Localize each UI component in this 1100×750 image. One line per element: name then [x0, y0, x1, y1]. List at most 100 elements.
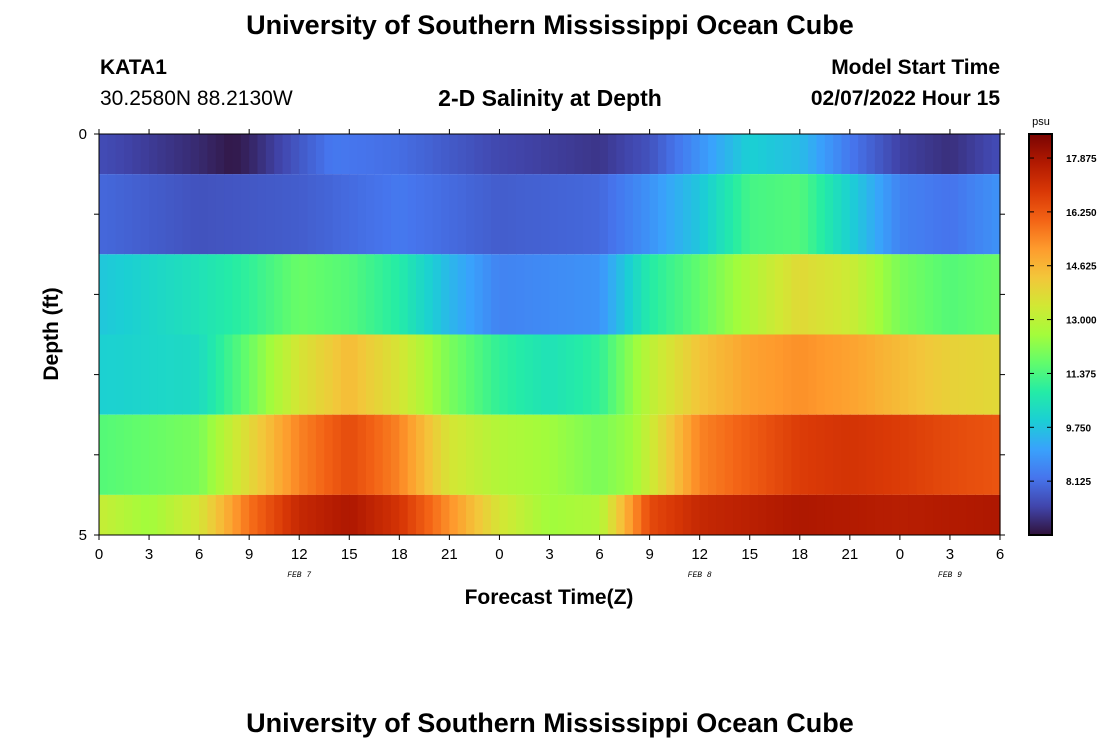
heatmap-cell [365, 134, 375, 175]
heatmap-cell [833, 494, 843, 535]
heatmap-cell [199, 494, 209, 535]
heatmap-cell [766, 134, 776, 175]
heatmap-cell [791, 254, 801, 335]
heatmap-cell [699, 254, 709, 335]
heatmap-cell [349, 414, 359, 495]
heatmap-cell [874, 494, 884, 535]
heatmap-cell [290, 494, 300, 535]
heatmap-cell [232, 134, 242, 175]
heatmap-cell [340, 414, 350, 495]
heatmap-cell [449, 494, 459, 535]
heatmap-cell [557, 134, 567, 175]
heatmap-cell [749, 414, 759, 495]
heatmap-cell [741, 414, 751, 495]
heatmap-cell [682, 414, 692, 495]
heatmap-cell [524, 494, 534, 535]
heatmap-cell [541, 254, 551, 335]
heatmap-cell [758, 254, 767, 335]
heatmap-cell [541, 494, 551, 535]
heatmap-cell [716, 494, 726, 535]
heatmap-cell [816, 334, 826, 415]
date-label: FEB 7 [287, 571, 311, 580]
heatmap-cell [449, 254, 459, 335]
heatmap-cell [290, 254, 300, 335]
heatmap-cell [641, 174, 651, 255]
heatmap-cell [741, 494, 751, 535]
heatmap-cell [390, 494, 400, 535]
heatmap-cell [382, 174, 392, 255]
heatmap-cell [307, 134, 317, 175]
heatmap-cell [833, 334, 843, 415]
heatmap-cell [908, 334, 918, 415]
heatmap-cell [983, 254, 993, 335]
heatmap-cell [624, 414, 634, 495]
heatmap-cell [299, 334, 309, 415]
heatmap-cell [716, 134, 726, 175]
heatmap-cell [966, 494, 976, 535]
heatmap-cell [649, 134, 659, 175]
heatmap-cell [924, 134, 934, 175]
heatmap-cell [641, 254, 651, 335]
heatmap-cell [749, 254, 759, 335]
heatmap-cell [991, 494, 1001, 535]
colorbar-tick-label: 14.625 [1066, 262, 1097, 273]
heatmap-cell [808, 334, 818, 415]
heatmap-cell [282, 254, 292, 335]
heatmap-cell [791, 334, 801, 415]
heatmap-cell [374, 334, 384, 415]
heatmap-cell [524, 414, 534, 495]
heatmap-cell [816, 494, 826, 535]
heatmap-cell [808, 134, 818, 175]
heatmap-cell [899, 494, 909, 535]
heatmap-cell [891, 414, 901, 495]
heatmap-cell [741, 174, 751, 255]
heatmap-cell [115, 414, 125, 495]
heatmap-cell [124, 494, 133, 535]
heatmap-cell [132, 494, 142, 535]
heatmap-cell [516, 174, 526, 255]
heatmap-cell [599, 134, 609, 175]
heatmap-cell [157, 134, 167, 175]
heatmap-cell [991, 134, 1001, 175]
heatmap-cell [657, 334, 667, 415]
heatmap-cell [457, 334, 467, 415]
heatmap-cell [916, 174, 926, 255]
heatmap-cell [949, 254, 959, 335]
heatmap-cell [991, 334, 1001, 415]
heatmap-cell [908, 414, 918, 495]
heatmap-cell [324, 134, 334, 175]
heatmap-cell [874, 414, 884, 495]
heatmap-cell [674, 334, 684, 415]
heatmap-cell [607, 254, 617, 335]
heatmap-cell [966, 334, 976, 415]
heatmap-cell [257, 494, 267, 535]
heatmap-cell [182, 254, 192, 335]
heatmap-cell [432, 254, 442, 335]
heatmap-cell [849, 414, 859, 495]
heatmap-cell [941, 494, 951, 535]
heatmap-cell [749, 174, 759, 255]
heatmap-cell [149, 134, 158, 175]
x-tick-label: 3 [545, 546, 553, 563]
heatmap-cell [666, 494, 676, 535]
x-tick-label: 18 [791, 546, 808, 563]
heatmap-cell [315, 494, 325, 535]
heatmap-cell [524, 174, 534, 255]
heatmap-cell [582, 334, 592, 415]
heatmap-cell [207, 254, 217, 335]
heatmap-cell [174, 494, 184, 535]
heatmap-cell [232, 414, 242, 495]
heatmap-cell [891, 174, 901, 255]
heatmap-cell [457, 494, 467, 535]
heatmap-cell [574, 494, 584, 535]
heatmap-cell [591, 334, 601, 415]
heatmap-cell [958, 254, 968, 335]
heatmap-cell [616, 334, 626, 415]
heatmap-cell [432, 414, 442, 495]
heatmap-cell [841, 254, 851, 335]
heatmap-cell [666, 414, 676, 495]
heatmap-cell [966, 414, 976, 495]
heatmap-cell [741, 254, 751, 335]
heatmap-cell [357, 174, 367, 255]
x-axis-title: Forecast Time(Z) [465, 586, 634, 609]
